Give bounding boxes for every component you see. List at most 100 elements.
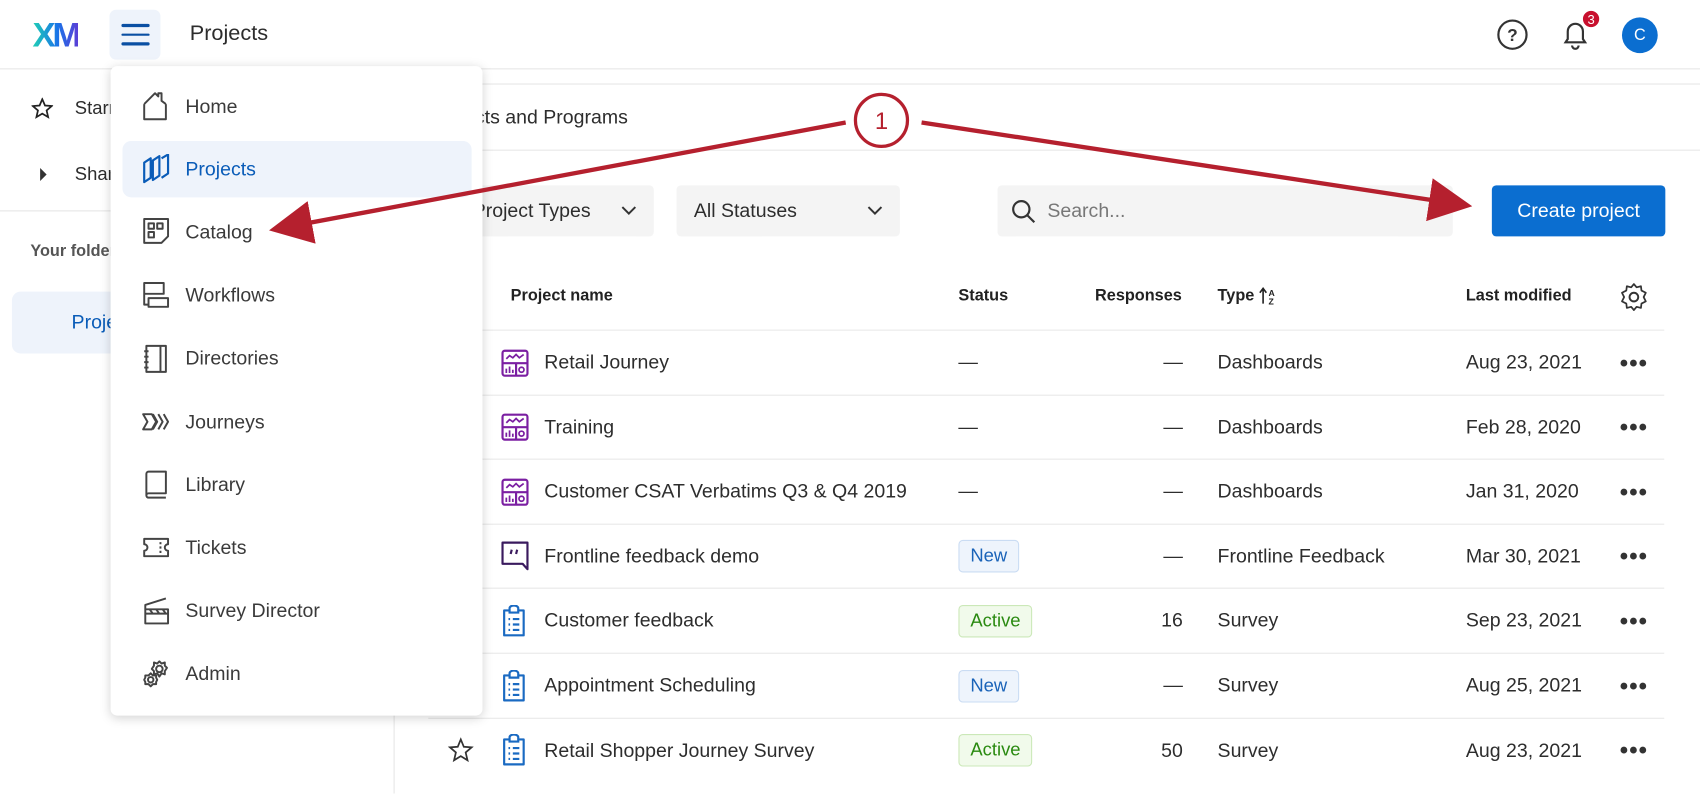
type-value: Dashboards xyxy=(1217,351,1323,373)
your-folders-heading: Your folders xyxy=(30,241,125,261)
annotation-step-circle xyxy=(853,92,910,148)
xm-logo[interactable]: XM xyxy=(32,15,82,55)
tickets-icon xyxy=(143,538,170,558)
chevron-down-icon xyxy=(867,206,883,215)
status-value: — xyxy=(958,415,978,438)
more-options-icon[interactable]: ••• xyxy=(1619,671,1649,699)
menu-item-catalog[interactable]: Catalog xyxy=(123,204,472,260)
column-header-name[interactable]: Project name xyxy=(510,286,613,305)
responses-value: — xyxy=(1163,674,1183,697)
last-modified-value: Aug 23, 2021 xyxy=(1465,351,1582,373)
status-badge: New xyxy=(958,540,1020,573)
more-options-icon[interactable]: ••• xyxy=(1619,348,1649,376)
caret-right-icon xyxy=(40,168,47,182)
journeys-icon xyxy=(142,413,170,431)
menu-item-admin[interactable]: Admin xyxy=(123,646,472,702)
search-input[interactable] xyxy=(1047,199,1438,223)
library-icon xyxy=(145,470,167,499)
menu-item-label: Directories xyxy=(185,347,279,369)
navigation-menu: Home Projects Catalog Workflows Directories J… xyxy=(110,66,483,716)
responses-value: — xyxy=(1163,351,1183,373)
project-name-link[interactable]: Retail Journey xyxy=(544,351,670,373)
table-row[interactable]: Customer CSAT Verbatims Q3 & Q4 2019 — — Da… xyxy=(428,458,1665,524)
dropdown-value: All Statuses xyxy=(693,199,797,222)
menu-item-home[interactable]: Home xyxy=(123,78,472,134)
dashboard-icon xyxy=(501,395,529,459)
menu-toggle-button[interactable] xyxy=(109,9,161,60)
more-options-icon[interactable]: ••• xyxy=(1619,607,1649,635)
menu-item-label: Library xyxy=(185,473,246,496)
menu-item-journeys[interactable]: Journeys xyxy=(123,394,472,450)
workflows-icon xyxy=(143,281,170,308)
last-modified-value: Mar 30, 2021 xyxy=(1465,545,1581,567)
frontline-feedback-icon xyxy=(501,525,529,589)
column-header-last-modified[interactable]: Last modified xyxy=(1465,286,1572,305)
help-icon[interactable]: ? xyxy=(1496,18,1529,51)
project-name-link[interactable]: Appointment Scheduling xyxy=(544,674,756,697)
status-value: — xyxy=(958,480,978,503)
gear-icon[interactable] xyxy=(1619,282,1649,312)
table-row[interactable]: Retail Shopper Journey Survey Active 50 Sur… xyxy=(428,717,1665,782)
type-value: Dashboards xyxy=(1217,415,1323,438)
table-row[interactable]: Frontline feedback demo New — Frontline Fee… xyxy=(428,523,1665,589)
bell-icon[interactable] xyxy=(1559,17,1592,52)
create-project-button[interactable]: Create project xyxy=(1491,185,1666,237)
column-header-responses[interactable]: Responses xyxy=(1095,286,1182,305)
project-name-link[interactable]: Training xyxy=(544,415,615,438)
responses-value: 16 xyxy=(1161,609,1183,632)
menu-item-survey-director[interactable]: Survey Director xyxy=(123,583,472,639)
column-header-type[interactable]: Type A Z xyxy=(1218,286,1276,306)
statuses-dropdown[interactable]: All Statuses xyxy=(676,185,900,237)
responses-value: — xyxy=(1163,545,1183,567)
menu-item-label: Catalog xyxy=(185,221,253,243)
hamburger-icon xyxy=(120,24,150,27)
responses-value: — xyxy=(1163,480,1183,503)
annotation-step-number: 1 xyxy=(875,108,888,135)
project-name-link[interactable]: Customer CSAT Verbatims Q3 & Q4 2019 xyxy=(544,480,907,503)
table-row[interactable]: Customer feedback Active 16 Survey Sep 23, 2… xyxy=(428,588,1665,653)
svg-text:?: ? xyxy=(1507,25,1518,45)
catalog-icon xyxy=(143,218,170,245)
survey-director-icon xyxy=(144,597,170,624)
project-name-link[interactable]: Frontline feedback demo xyxy=(544,545,760,567)
status-badge: Active xyxy=(958,734,1033,767)
menu-item-label: Home xyxy=(185,94,238,117)
project-name-link[interactable]: Customer feedback xyxy=(544,609,714,632)
more-options-icon[interactable]: ••• xyxy=(1619,736,1649,764)
admin-icon xyxy=(143,660,168,688)
more-options-icon[interactable]: ••• xyxy=(1619,413,1649,441)
avatar[interactable]: C xyxy=(1621,17,1658,54)
projects-icon xyxy=(143,154,170,184)
survey-icon xyxy=(501,654,527,718)
table-row[interactable]: Appointment Scheduling New — Survey Aug 25, … xyxy=(428,652,1665,718)
menu-item-library[interactable]: Library xyxy=(123,457,472,513)
project-name-link[interactable]: Retail Shopper Journey Survey xyxy=(544,738,815,761)
page-title: Projects xyxy=(189,21,269,46)
last-modified-value: Feb 28, 2020 xyxy=(1465,415,1581,438)
menu-item-label: Projects xyxy=(185,157,256,180)
more-options-icon[interactable]: ••• xyxy=(1619,542,1649,570)
type-value: Frontline Feedback xyxy=(1217,545,1385,567)
menu-item-directories[interactable]: Directories xyxy=(123,330,472,386)
dashboard-icon xyxy=(501,460,529,524)
table-row[interactable]: Training — — Dashboards Feb 28, 2020 ••• xyxy=(428,394,1665,459)
menu-item-tickets[interactable]: Tickets xyxy=(123,520,472,576)
type-value: Dashboards xyxy=(1217,480,1323,503)
type-value: Survey xyxy=(1217,738,1279,761)
survey-icon xyxy=(501,718,527,782)
menu-item-label: Tickets xyxy=(185,536,247,559)
search-icon xyxy=(1012,199,1036,223)
table-row[interactable]: Retail Journey — — Dashboards Aug 23, 2021 ••… xyxy=(428,329,1665,395)
menu-item-projects[interactable]: Projects xyxy=(122,141,472,198)
status-badge: New xyxy=(958,669,1020,703)
svg-text:A: A xyxy=(1268,288,1275,298)
status-badge: Active xyxy=(958,604,1033,638)
menu-item-workflows[interactable]: Workflows xyxy=(123,267,472,323)
star-icon[interactable] xyxy=(447,737,474,763)
search-box[interactable] xyxy=(997,185,1453,237)
column-label: Type xyxy=(1217,286,1255,305)
menu-item-label: Admin xyxy=(185,662,241,685)
column-header-status[interactable]: Status xyxy=(958,286,1009,305)
menu-item-label: Workflows xyxy=(185,284,276,306)
more-options-icon[interactable]: ••• xyxy=(1619,477,1649,505)
